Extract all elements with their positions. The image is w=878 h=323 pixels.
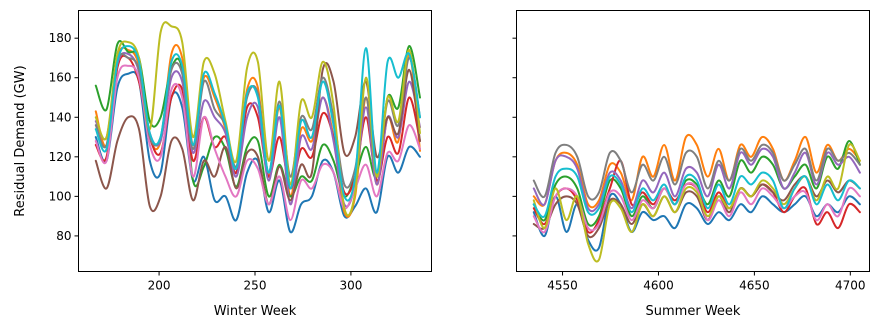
summer-x-tick-label: 4600 [643,279,674,293]
winter-y-tick-label: 180 [49,31,72,45]
winter-series-line-1 [94,70,421,234]
winter-series-group [94,21,421,234]
winter-series-line-3 [94,39,421,198]
summer-series-line-7 [532,182,861,234]
winter-x-tick-label: 200 [148,279,171,293]
summer-series-line-8 [532,143,861,201]
summer-ticks: 4550 4600 4650 4700 [512,37,866,293]
winter-y-tick-label: 140 [49,110,72,124]
summer-x-tick-label: 4650 [739,279,770,293]
winter-panel: 200 250 300 80 100 120 140 160 180 Winter Week R… [13,10,432,319]
winter-series-line-6 [94,62,421,212]
y-axis-label: Residual Demand (GW) [13,65,28,216]
summer-x-tick-label: 4700 [835,279,866,293]
winter-y-tick-label: 80 [56,229,71,243]
summer-panel: 4550 4600 4650 4700 Summer Week [512,10,870,319]
summer-x-axis-label: Summer Week [646,304,741,319]
summer-series-line-10 [532,167,861,219]
summer-plot-frame [516,10,870,272]
summer-series-line-2 [532,133,861,209]
winter-x-axis-label: Winter Week [214,304,297,319]
winter-y-tick-label: 120 [49,150,72,164]
winter-series-line-9 [94,21,421,217]
summer-x-tick-label: 4550 [547,279,578,293]
winter-y-tick-label: 160 [49,71,72,85]
summer-series-line-3 [532,140,861,227]
winter-series-line-7 [94,64,421,222]
summer-series-line-5 [532,147,861,213]
winter-y-tick-label: 100 [49,189,72,203]
winter-x-tick-label: 250 [244,279,267,293]
winter-ticks: 200 250 300 80 100 120 140 160 180 [49,31,363,292]
summer-series-group [532,133,861,263]
winter-plot-frame [78,10,432,272]
summer-series-line-1 [532,192,861,252]
winter-x-tick-label: 300 [339,279,362,293]
winter-series-line-10 [94,45,421,202]
